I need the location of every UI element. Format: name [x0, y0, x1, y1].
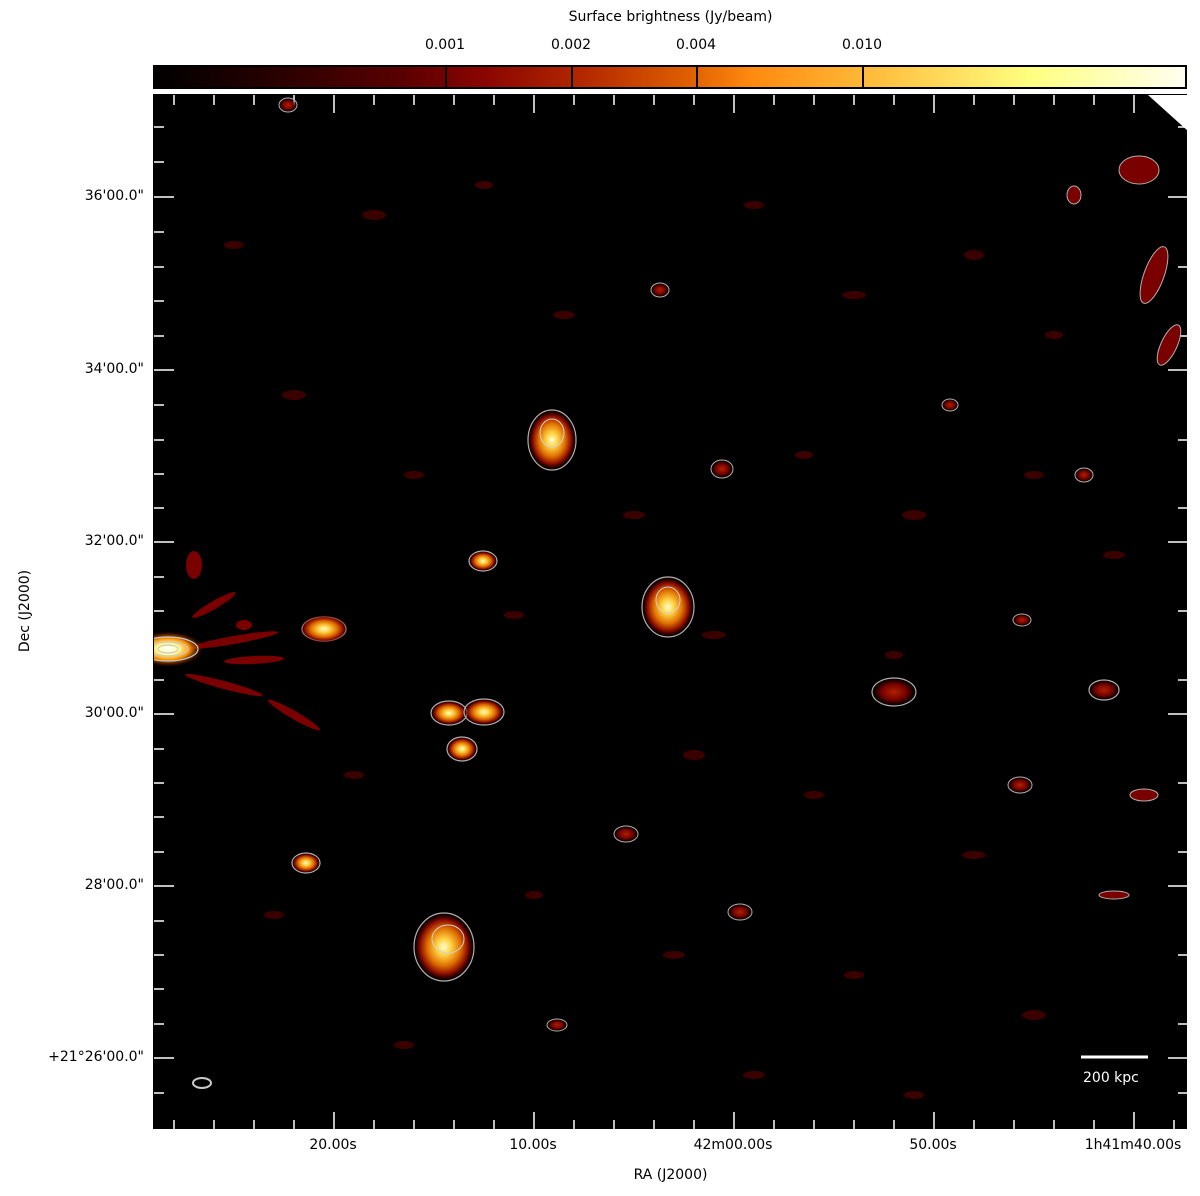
- scalebar-label: 200 kpc: [1083, 1070, 1139, 1086]
- colorbar-tick: [696, 67, 698, 87]
- colorbar-tick: [571, 67, 573, 87]
- ra-tick-label: 42m00.00s: [693, 1137, 773, 1153]
- radio-sources: [192, 97, 1120, 1089]
- bright-source-left: [154, 551, 348, 731]
- dec-tick-label: 30'00.0": [84, 705, 144, 721]
- colorbar-tick: [445, 67, 447, 87]
- y-axis-label: Dec (J2000): [17, 569, 34, 653]
- colorbar-tick-label: 0.010: [841, 37, 883, 53]
- dec-tick-label: 34'00.0": [84, 361, 144, 377]
- colorbar-tick-label: 0.004: [675, 37, 717, 53]
- ra-tick-label: 1h41m40.00s: [1084, 1137, 1182, 1153]
- dec-tick-label: 32'00.0": [84, 533, 144, 549]
- colorbar: [153, 65, 1187, 89]
- ra-tick-label: 50.00s: [909, 1137, 957, 1153]
- colorbar-tick-label: 0.002: [550, 37, 592, 53]
- corner-mask: [1148, 95, 1188, 131]
- colorbar-title: Surface brightness (Jy/beam): [568, 9, 773, 25]
- radio-map-image: [154, 95, 1188, 1130]
- ra-tick-label: 10.00s: [509, 1137, 557, 1153]
- edge-artifacts: [1066, 155, 1182, 900]
- dec-tick-label: 36'00.0": [84, 188, 144, 204]
- noise-speckles: [224, 181, 1125, 1099]
- dec-tick-label: +21°26'00.0": [48, 1049, 144, 1065]
- ra-tick-label: 20.00s: [309, 1137, 357, 1153]
- frame-ticks: [154, 95, 1188, 1130]
- dec-tick-label: 28'00.0": [84, 877, 144, 893]
- colorbar-tick: [862, 67, 864, 87]
- colorbar-tick-label: 0.001: [424, 37, 466, 53]
- x-axis-label: RA (J2000): [633, 1167, 708, 1183]
- radio-map: 200 kpc: [153, 94, 1188, 1130]
